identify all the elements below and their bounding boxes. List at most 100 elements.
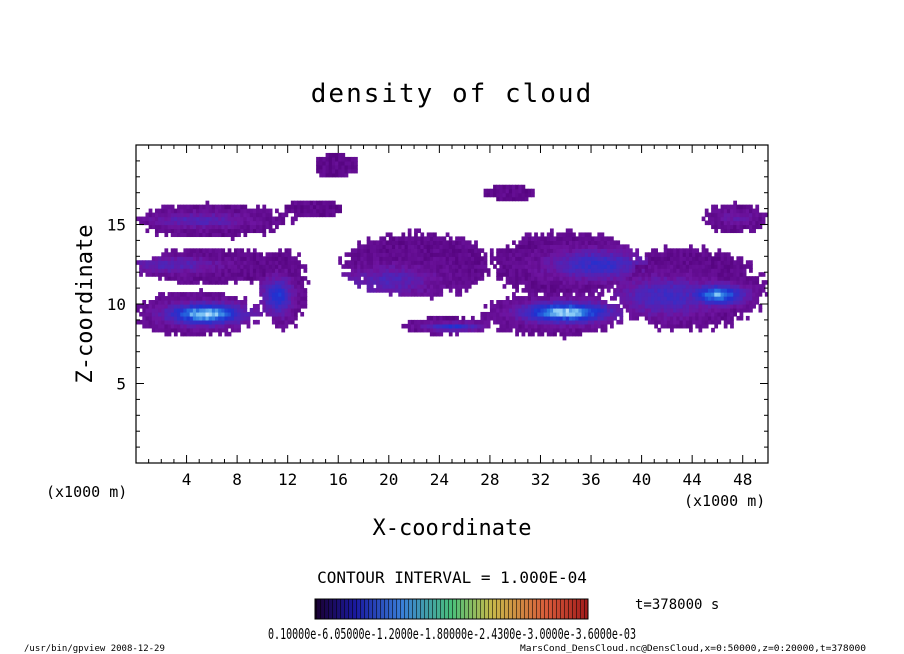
y-tick-label: 10 [107,295,126,314]
density-cell [284,260,289,265]
density-cell [616,284,621,289]
density-cell [161,300,166,305]
density-cell [505,264,510,269]
density-cell [202,276,207,281]
density-cell [442,248,447,253]
density-cell [553,260,557,265]
density-cell [736,264,741,269]
density-cell [233,216,238,222]
density-cell [572,268,576,273]
density-cell [720,284,725,289]
density-cell [489,300,494,305]
density-cell [587,307,592,313]
density-cell [521,311,526,317]
density-cell [186,315,191,321]
density-cell [717,280,722,285]
density-cell [644,256,649,261]
density-cell [211,212,216,218]
density-cell [246,315,251,321]
density-cell [426,252,431,257]
density-cell [199,208,203,214]
density-cell [382,248,387,253]
density-cell [275,288,279,293]
density-cell [723,216,728,222]
density-cell [717,252,722,257]
density-cell [717,208,722,214]
density-cell [704,220,709,226]
density-cell [597,319,602,325]
density-cell [423,236,428,241]
density-cell [676,288,681,293]
density-cell [215,228,219,234]
density-cell [581,300,586,305]
density-cell [410,327,415,333]
density-cell [704,284,709,289]
density-cell [287,256,292,261]
density-cell [275,323,279,329]
density-cell [262,208,267,214]
density-cell [294,208,298,214]
density-cell [603,248,608,253]
density-cell [404,236,409,241]
density-cell [218,315,222,321]
density-cell [707,256,712,261]
colorbar-frame [314,598,589,620]
density-cell [518,307,523,313]
density-cell [502,256,507,261]
density-cell [164,228,169,234]
density-cell [714,260,719,265]
density-cell [246,260,251,265]
density-cell [707,212,712,218]
density-cell [237,252,241,257]
density-cell [205,224,210,230]
density-cell [679,264,684,269]
density-cell [167,304,172,309]
density-cell [461,284,466,289]
density-cell [625,307,630,313]
density-cell [271,319,276,325]
density-cell [256,268,260,273]
density-cell [628,280,633,285]
density-cell [512,304,516,309]
density-cell [224,331,229,337]
density-cell [635,272,640,277]
density-cell [271,280,276,285]
density-cell [508,300,513,305]
density-cell [426,315,431,321]
density-cell [410,256,415,261]
density-cell [470,319,475,325]
density-cell [259,212,263,218]
density-cell [733,216,737,222]
density-cell [531,252,535,257]
density-cell [568,256,573,261]
density-cell [549,288,554,293]
density-cell [233,315,238,321]
density-cell [230,256,235,261]
density-cell [758,220,763,226]
density-cell [622,300,627,305]
density-cell [316,208,320,214]
density-cell [641,276,646,281]
density-cell [439,264,444,269]
density-cell [720,228,725,234]
density-cell [499,264,504,269]
density-cell [136,304,140,309]
density-cell [448,323,453,329]
density-cell [543,311,548,317]
density-cell [603,300,608,305]
density-cell [227,204,232,210]
density-cell [553,276,557,281]
density-cell [736,216,741,222]
density-cell [167,224,172,230]
density-cell [651,307,655,313]
density-cell [534,315,538,321]
density-cell [281,220,286,226]
density-cell [173,315,178,321]
density-cell [388,236,393,241]
density-cell [458,272,463,277]
density-cell [714,284,719,289]
density-cell [452,252,456,257]
density-cell [692,300,696,305]
density-cell [749,276,753,281]
density-cell [331,212,336,218]
